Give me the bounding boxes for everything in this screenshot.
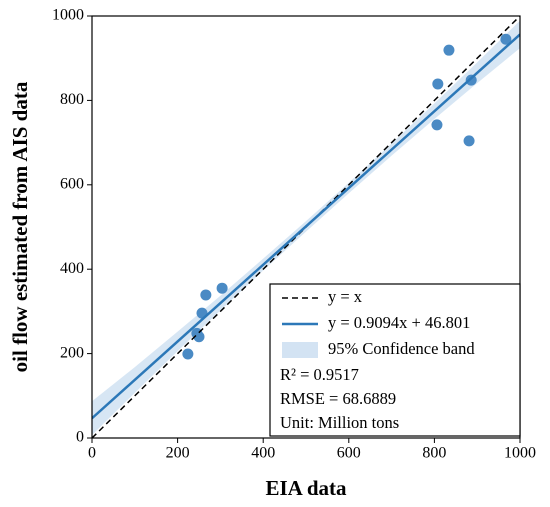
point [431, 119, 443, 131]
legend-label: y = 0.9094x + 46.801 [328, 313, 470, 332]
x-tick-label: 800 [422, 445, 446, 462]
legend-label: y = x [328, 287, 363, 306]
x-tick-label: 1000 [504, 445, 536, 462]
x-tick-label: 0 [88, 445, 96, 462]
point [443, 44, 455, 56]
point [193, 331, 205, 343]
annotation: Unit: Million tons [280, 413, 399, 432]
x-tick-label: 600 [337, 445, 361, 462]
legend-box [269, 283, 521, 437]
y-tick-label: 0 [76, 429, 84, 446]
legend-label: 95% Confidence band [328, 339, 475, 358]
point [182, 348, 194, 360]
y-tick-label: 1000 [52, 7, 84, 24]
point [463, 135, 475, 147]
x-tick-label: 200 [166, 445, 190, 462]
y-tick-label: 600 [60, 175, 84, 192]
point [216, 282, 228, 294]
legend-patch [282, 342, 318, 358]
x-axis-label: EIA data [265, 476, 347, 500]
x-tick-label: 400 [251, 445, 275, 462]
point [432, 78, 444, 90]
series-line [92, 33, 520, 420]
y-tick-label: 800 [60, 91, 84, 108]
y-tick-label: 200 [60, 344, 84, 361]
plot-frame [91, 15, 521, 439]
point [200, 289, 212, 301]
y-axis-label: oil flow estimated from AIS data [8, 81, 32, 372]
annotation: RMSE = 68.6889 [280, 389, 396, 408]
y-tick-label: 400 [60, 260, 84, 277]
point [500, 33, 512, 45]
annotation: R² = 0.9517 [280, 365, 359, 384]
